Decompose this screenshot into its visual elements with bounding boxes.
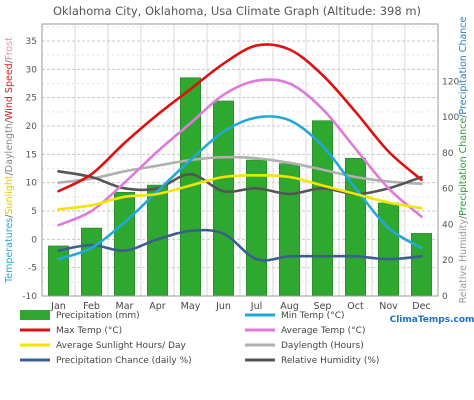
right-axis-label: Relative Humidity/Precipitation Chance/P… <box>458 16 469 303</box>
axis-label-part: Temperatures <box>4 218 15 284</box>
axis-label-part: / <box>4 59 15 63</box>
left-tick-label: -5 <box>28 264 37 274</box>
month-label-jan: Jan <box>50 301 66 312</box>
month-label-aug: Aug <box>280 301 299 312</box>
month-label-apr: Apr <box>149 301 166 312</box>
series-line-daylength-hours <box>57 155 423 186</box>
legend-label: Daylength (Hours) <box>281 341 364 351</box>
right-tick-label: 0 <box>442 292 448 302</box>
precipitation-bar-nov <box>378 202 399 297</box>
axis-label-part: / <box>458 215 469 219</box>
month-label-sep: Sep <box>314 301 332 312</box>
axis-label-part: / <box>4 171 15 175</box>
precipitation-bar-mar <box>114 191 135 297</box>
legend-label: Max Temp (°C) <box>56 326 122 336</box>
legend-label: Min Temp (°C) <box>281 311 344 321</box>
legend-item-max-temp-c: Max Temp (°C) <box>20 326 122 336</box>
month-labels: Jan Feb Mar Apr May Jun Jul Aug Sep Oct Nov Dec <box>50 301 431 312</box>
legend-item-average-sunlight-hours-day: Average Sunlight Hours/ Day <box>20 341 186 351</box>
legend-item-precipitation-mm: Precipitation (mm) <box>20 310 140 321</box>
legend-label: Average Temp (°C) <box>281 326 365 336</box>
left-tick-label: 5 <box>31 207 37 217</box>
axis-label-part: Sunlight <box>4 175 15 214</box>
precipitation-bar-jul <box>246 159 267 297</box>
precipitation-bar-feb <box>81 227 102 297</box>
precipitation-bar-jan <box>48 245 69 297</box>
month-label-oct: Oct <box>347 301 364 312</box>
right-axis-ticks: 0 20 40 60 80 100 120 <box>442 77 459 302</box>
brand-text: ClimaTemps.com <box>390 315 474 325</box>
left-tick-label: 25 <box>26 94 37 104</box>
legend-item-daylength-hours: Daylength (Hours) <box>245 341 364 351</box>
right-tick-label: 80 <box>442 149 454 159</box>
legend-label: Average Sunlight Hours/ Day <box>56 341 186 351</box>
right-tick-label: 100 <box>442 113 459 123</box>
series-line-min-temp-c <box>57 115 423 261</box>
left-axis-label: Temperatures/Sunlight/Daylength/Wind Spe… <box>4 37 15 284</box>
left-axis-ticks: -10 -5 0 5 10 15 20 25 30 35 <box>22 37 37 302</box>
left-tick-label: 20 <box>26 122 38 132</box>
left-tick-label: -10 <box>22 292 37 302</box>
legend-label: Relative Humidity (%) <box>281 356 379 366</box>
month-label-dec: Dec <box>412 301 430 312</box>
right-tick-label: 20 <box>442 256 454 266</box>
legend-item-relative-humidity: Relative Humidity (%) <box>245 356 379 366</box>
right-tick-label: 40 <box>442 220 454 230</box>
axis-label-part: Daylength <box>4 123 15 172</box>
right-tick-label: 60 <box>442 185 454 195</box>
series-line-precipitation-chance-daily <box>57 228 423 262</box>
axis-label-part: Precipitation Chance <box>458 16 469 114</box>
right-tick-label: 120 <box>442 77 459 87</box>
axis-label-part: / <box>4 214 15 218</box>
axis-label-part: / <box>4 119 15 123</box>
month-label-mar: Mar <box>116 301 134 312</box>
left-tick-label: 15 <box>26 150 37 160</box>
month-label-jul: Jul <box>250 301 262 312</box>
axis-label-part: Relative Humidity <box>458 219 469 304</box>
series-line-average-sunlight-hours-day <box>57 174 423 211</box>
series-line-max-temp-c <box>57 43 423 193</box>
legend-label: Precipitation Chance (daily %) <box>56 356 192 366</box>
series-lines <box>57 43 423 262</box>
precipitation-bars <box>48 77 432 297</box>
axis-label-part: Precipitation Chance <box>458 118 469 216</box>
chart-title: Oklahoma City, Oklahoma, Usa Climate Gra… <box>53 4 421 18</box>
axis-label-part: Wind Speed <box>4 63 15 120</box>
left-tick-label: 35 <box>26 37 37 47</box>
axis-label-part: Frost <box>4 37 15 60</box>
left-tick-label: 30 <box>26 65 38 75</box>
legend-item-precipitation-chance-daily: Precipitation Chance (daily %) <box>20 356 192 366</box>
legend-swatch <box>20 310 50 320</box>
left-tick-label: 0 <box>31 235 37 245</box>
month-label-jun: Jun <box>215 301 231 312</box>
plot-frame <box>41 23 439 297</box>
month-label-feb: Feb <box>83 301 100 312</box>
left-tick-label: 10 <box>26 179 38 189</box>
legend: Precipitation (mm) Min Temp (°C) Max Temp … <box>20 310 379 366</box>
month-label-nov: Nov <box>379 301 398 312</box>
month-label-may: May <box>181 301 201 312</box>
axis-label-part: / <box>458 114 469 118</box>
series-line-average-temp-c <box>57 78 423 227</box>
legend-item-min-temp-c: Min Temp (°C) <box>245 311 344 321</box>
legend-item-average-temp-c: Average Temp (°C) <box>245 326 365 336</box>
precipitation-bar-aug <box>279 163 300 297</box>
legend-label: Precipitation (mm) <box>56 311 140 321</box>
